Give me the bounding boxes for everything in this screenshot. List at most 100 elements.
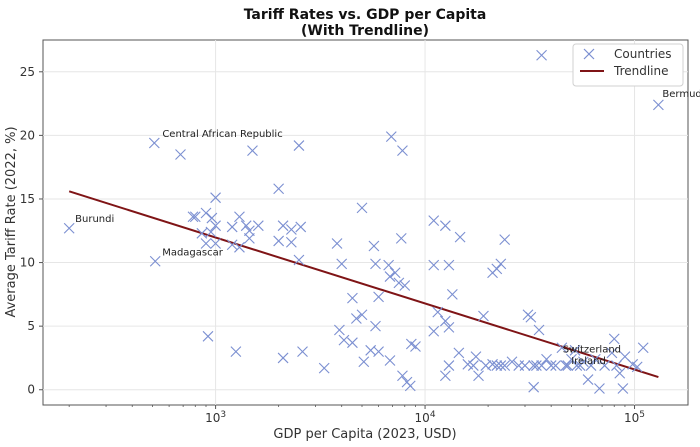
data-point <box>566 353 577 365</box>
data-point <box>373 346 384 357</box>
y-axis-label: Average Tariff Rate (2022, %) <box>4 126 19 317</box>
data-point <box>397 145 408 157</box>
legend-box <box>572 43 684 87</box>
data-point <box>200 207 212 219</box>
data-point <box>331 238 343 249</box>
data-point <box>428 259 440 271</box>
data-point <box>206 212 218 224</box>
data-point <box>226 221 238 233</box>
data-point <box>252 220 264 232</box>
annotations: Central African Republic Burundi Madagasca… <box>75 89 700 367</box>
data-point <box>506 356 518 368</box>
data-point <box>653 99 664 111</box>
data-point <box>599 360 611 371</box>
data-point <box>617 383 629 394</box>
x-tick-label: 103 <box>205 410 226 425</box>
data-point <box>439 370 451 382</box>
data-point <box>226 239 238 251</box>
data-point <box>528 381 540 393</box>
data-point <box>410 341 421 352</box>
data-point <box>234 211 245 223</box>
data-point <box>525 311 537 323</box>
data-point <box>347 292 358 304</box>
data-point <box>297 346 308 357</box>
data-point <box>594 383 605 394</box>
chart-title: Tariff Rates vs. GDP per Capita <box>244 7 487 23</box>
data-point <box>210 192 221 204</box>
data-point <box>545 360 557 371</box>
data-point <box>202 330 214 342</box>
data-point <box>189 211 201 223</box>
data-point <box>370 258 381 270</box>
data-point <box>277 220 289 232</box>
data-point <box>148 137 160 149</box>
data-point <box>370 320 381 332</box>
plot-background <box>42 39 689 406</box>
data-point <box>439 220 451 232</box>
chart-subtitle: (With Trendline) <box>301 23 429 39</box>
data-point <box>187 211 199 223</box>
data-point <box>519 360 531 371</box>
data-point <box>578 356 589 368</box>
data-point <box>631 361 643 373</box>
data-point <box>277 352 289 364</box>
data-point <box>293 254 305 266</box>
annotation-label: Ireland <box>571 356 606 367</box>
data-point <box>397 370 408 382</box>
data-point <box>480 360 492 371</box>
data-point <box>243 233 255 244</box>
data-point <box>393 277 405 289</box>
data-point <box>611 360 622 371</box>
data-point <box>395 233 407 244</box>
data-point <box>285 236 297 248</box>
data-point <box>240 220 252 232</box>
data-point <box>273 235 285 247</box>
data-point <box>384 271 396 282</box>
data-point <box>467 360 479 371</box>
data-points <box>63 49 664 394</box>
data-point <box>389 267 401 279</box>
data-point <box>443 259 455 271</box>
data-point <box>336 258 348 270</box>
data-point <box>619 351 631 363</box>
y-tick-label: 10 <box>20 256 35 270</box>
data-point <box>247 145 258 157</box>
data-point <box>210 220 221 232</box>
data-point <box>443 322 455 333</box>
data-point <box>334 324 345 336</box>
data-point <box>473 370 484 382</box>
annotation-label: Bermuda <box>662 89 700 100</box>
data-point <box>439 315 451 327</box>
data-point <box>571 360 583 371</box>
legend-label-countries: Countries <box>614 47 672 61</box>
plot-area: Central African Republic Burundi Madagasca… <box>42 39 700 406</box>
data-point <box>347 337 358 349</box>
y-tick-label: 5 <box>27 319 35 333</box>
data-point <box>350 313 362 324</box>
data-point <box>149 255 161 267</box>
data-point <box>432 306 444 318</box>
x-axis-label: GDP per Capita (2023, USD) <box>273 427 456 442</box>
data-point <box>608 333 620 345</box>
data-point <box>338 334 350 346</box>
data-point <box>428 215 440 226</box>
data-point <box>530 360 542 371</box>
data-point <box>63 222 75 234</box>
annotation-label: Switzerland <box>563 344 621 355</box>
data-point <box>243 225 255 237</box>
data-point <box>175 149 186 160</box>
data-point <box>293 140 305 151</box>
data-point <box>196 227 208 239</box>
data-point <box>356 309 368 321</box>
data-point <box>585 360 597 371</box>
data-point <box>234 241 245 253</box>
data-point <box>582 374 594 385</box>
legend-marker-countries <box>583 48 595 60</box>
data-point <box>550 360 561 371</box>
data-point <box>443 360 455 371</box>
data-point <box>470 351 482 363</box>
data-point <box>614 367 626 379</box>
data-point <box>399 280 411 291</box>
data-point <box>285 224 297 235</box>
